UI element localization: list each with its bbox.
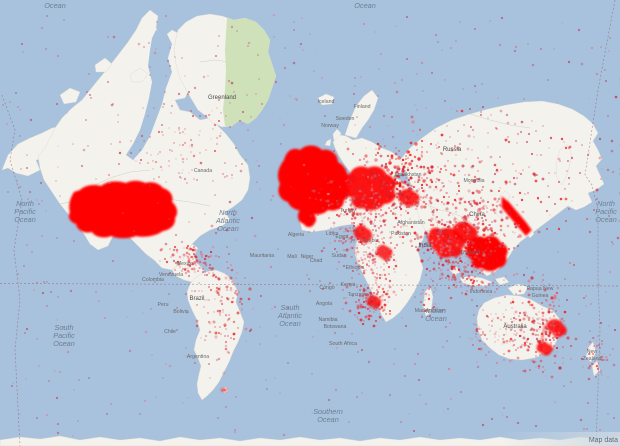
svg-text:Ocean: Ocean <box>595 215 617 224</box>
svg-text:Pakistan: Pakistan <box>391 231 411 237</box>
svg-text:Guinea: Guinea <box>532 293 549 299</box>
svg-text:Map data: Map data <box>589 437 618 444</box>
svg-text:Chile: Chile <box>164 329 176 335</box>
svg-text:Chad: Chad <box>310 258 323 264</box>
svg-text:Ocean: Ocean <box>354 1 376 10</box>
svg-text:Namibia: Namibia <box>318 317 337 323</box>
svg-text:China: China <box>469 212 485 218</box>
svg-text:Russia: Russia <box>443 147 462 153</box>
svg-text:Argentina: Argentina <box>187 354 209 360</box>
svg-text:Iceland: Iceland <box>318 99 335 105</box>
svg-text:Bolivia: Bolivia <box>173 309 188 315</box>
svg-text:Mongolia: Mongolia <box>463 178 484 184</box>
svg-text:Ocean: Ocean <box>44 1 66 10</box>
svg-text:Mauritania: Mauritania <box>250 253 274 259</box>
svg-text:Ocean: Ocean <box>317 415 339 424</box>
svg-text:Australia: Australia <box>503 324 527 330</box>
svg-text:Ocean: Ocean <box>14 215 36 224</box>
svg-text:Thailand: Thailand <box>460 250 480 256</box>
svg-text:Sudan: Sudan <box>331 253 346 259</box>
svg-text:Afghanistan: Afghanistan <box>397 220 425 226</box>
svg-text:Brazil: Brazil <box>189 296 204 302</box>
svg-text:Algeria: Algeria <box>288 232 304 238</box>
svg-text:Greenland: Greenland <box>208 95 236 101</box>
svg-text:Canada: Canada <box>194 168 212 174</box>
svg-text:Kenya: Kenya <box>341 282 356 288</box>
svg-text:Papua New: Papua New <box>527 286 554 292</box>
svg-text:Ethiopia: Ethiopia <box>346 265 365 271</box>
svg-text:Angola: Angola <box>316 301 332 307</box>
svg-text:Norway: Norway <box>321 123 339 129</box>
svg-text:Ocean: Ocean <box>279 319 301 328</box>
svg-text:Peru: Peru <box>158 302 169 308</box>
svg-text:Botswana: Botswana <box>324 324 347 330</box>
svg-text:South Africa: South Africa <box>329 341 357 347</box>
svg-text:Mali: Mali <box>287 254 297 260</box>
svg-text:Ocean: Ocean <box>53 339 75 348</box>
svg-text:Kazakhstan: Kazakhstan <box>394 172 421 178</box>
svg-text:Ocean: Ocean <box>217 224 239 233</box>
svg-text:Finland: Finland <box>353 104 370 110</box>
svg-text:Congo: Congo <box>319 285 334 291</box>
svg-text:Sweden: Sweden <box>336 116 355 122</box>
svg-text:Ocean: Ocean <box>425 314 447 323</box>
svg-text:Mexico: Mexico <box>177 261 194 267</box>
svg-text:Colombia: Colombia <box>142 277 164 283</box>
svg-text:India: India <box>418 243 432 249</box>
